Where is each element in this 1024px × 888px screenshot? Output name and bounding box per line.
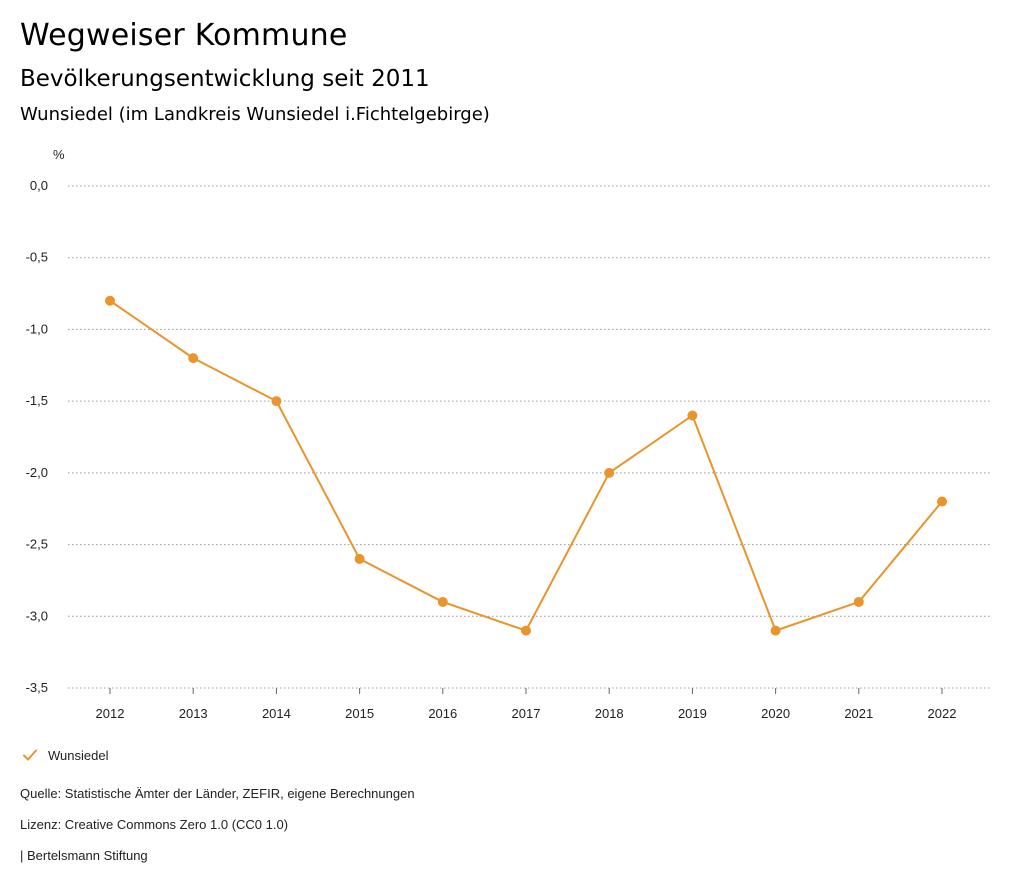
y-tick-label: -0,5 [26,250,48,265]
publisher-note: | Bertelsmann Stiftung [20,848,148,863]
x-tick-label: 2021 [844,706,873,721]
x-tick-labels: 2012 2013 2014 2015 2016 2017 2018 2019 2020 2021… [96,688,957,721]
x-tick-label: 2019 [678,706,707,721]
x-tick-label: 2013 [179,706,208,721]
y-tick-label: -3,0 [26,608,48,623]
x-tick-label: 2016 [428,706,457,721]
y-tick-label: -2,5 [26,537,48,552]
legend[interactable]: Wunsiedel [22,745,108,765]
legend-label: Wunsiedel [48,747,109,763]
data-point[interactable] [853,596,864,607]
series-layer [105,295,947,636]
data-point[interactable] [105,295,115,306]
y-axis-unit-label: % [53,147,65,162]
source-note: Quelle: Statistische Ämter der Länder, Z… [20,786,415,801]
data-point[interactable] [437,596,448,607]
y-gridlines [68,185,990,689]
y-tick-label: -2,0 [26,465,48,480]
check-icon [23,749,37,761]
x-tick-label: 2014 [262,706,291,721]
series-line-wunsiedel [109,299,943,632]
data-point[interactable] [770,625,781,636]
x-tick-label: 2020 [761,706,790,721]
x-tick-label: 2015 [345,706,374,721]
data-point[interactable] [188,353,199,364]
x-tick-label: 2018 [595,706,624,721]
y-tick-label: -1,0 [26,321,48,336]
y-tick-label: -1,5 [26,393,48,408]
x-tick-label: 2012 [96,706,125,721]
license-note: Lizenz: Creative Commons Zero 1.0 (CC0 1… [20,817,289,832]
data-point[interactable] [604,467,615,478]
x-tick-label: 2022 [928,706,957,721]
data-point[interactable] [521,625,531,636]
x-tick-label: 2017 [512,706,541,721]
region-label: Wunsiedel (im Landkreis Wunsiedel i.Fich… [20,104,490,125]
y-tick-label: 0,0 [30,178,48,193]
y-tick-labels: 0,0 -0,5 -1,0 -1,5 -2,0 -2,5 -3,0 -3,5 [26,178,48,695]
data-point[interactable] [937,496,947,507]
data-point[interactable] [354,553,365,564]
data-point[interactable] [687,410,698,421]
page-title: Wegweiser Kommune [20,18,348,53]
chart-subtitle: Bevölkerungsentwicklung seit 2011 [20,66,430,92]
y-tick-label: -3,5 [26,680,48,695]
data-point[interactable] [271,396,282,407]
